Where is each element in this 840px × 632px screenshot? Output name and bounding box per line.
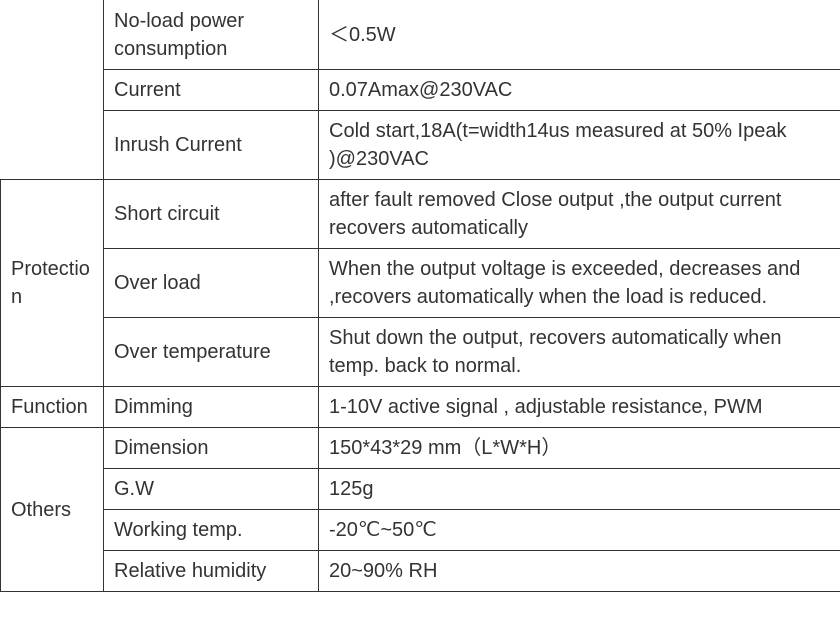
table-row: Over temperature Shut down the output, r… xyxy=(1,318,840,387)
table-row: G.W 125g xyxy=(1,469,840,510)
value-cell: Cold start,18A(t=width14us measured at 5… xyxy=(319,111,840,180)
param-cell: Current xyxy=(104,70,319,111)
value-cell: 0.07Amax@230VAC xyxy=(319,70,840,111)
table-row: No-load power consumption ＜0.5W xyxy=(1,1,840,70)
param-cell: Over load xyxy=(104,249,319,318)
value-cell: 150*43*29 mm（L*W*H） xyxy=(319,428,840,469)
table-row: Function Dimming 1-10V active signal , a… xyxy=(1,387,840,428)
category-cell-function: Function xyxy=(1,387,104,428)
spec-table: No-load power consumption ＜0.5W Current … xyxy=(0,0,840,592)
param-cell: No-load power consumption xyxy=(104,1,319,70)
param-cell: Dimming xyxy=(104,387,319,428)
category-cell-others: Others xyxy=(1,428,104,592)
param-cell: Working temp. xyxy=(104,510,319,551)
value-cell: 125g xyxy=(319,469,840,510)
value-cell: When the output voltage is exceeded, dec… xyxy=(319,249,840,318)
table-row: Current 0.07Amax@230VAC xyxy=(1,70,840,111)
category-cell-blank xyxy=(1,1,104,180)
value-cell: ＜0.5W xyxy=(319,1,840,70)
param-cell: Dimension xyxy=(104,428,319,469)
param-cell: Relative humidity xyxy=(104,551,319,592)
table-row: Working temp. -20℃~50℃ xyxy=(1,510,840,551)
table-row: Inrush Current Cold start,18A(t=width14u… xyxy=(1,111,840,180)
param-cell: G.W xyxy=(104,469,319,510)
value-cell: Shut down the output, recovers automatic… xyxy=(319,318,840,387)
param-cell: Over temperature xyxy=(104,318,319,387)
table-row: Relative humidity 20~90% RH xyxy=(1,551,840,592)
table-row: Protection Short circuit after fault rem… xyxy=(1,180,840,249)
table-row: Over load When the output voltage is exc… xyxy=(1,249,840,318)
value-cell: after fault removed Close output ,the ou… xyxy=(319,180,840,249)
category-cell-protection: Protection xyxy=(1,180,104,387)
value-cell: -20℃~50℃ xyxy=(319,510,840,551)
value-cell: 20~90% RH xyxy=(319,551,840,592)
param-cell: Inrush Current xyxy=(104,111,319,180)
value-cell: 1-10V active signal , adjustable resista… xyxy=(319,387,840,428)
table-row: Others Dimension 150*43*29 mm（L*W*H） xyxy=(1,428,840,469)
param-cell: Short circuit xyxy=(104,180,319,249)
